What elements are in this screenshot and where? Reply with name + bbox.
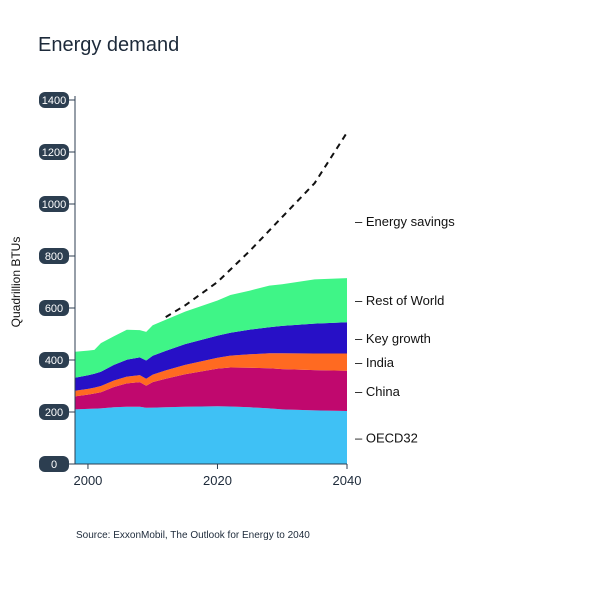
y-tick-badge — [39, 196, 69, 212]
y-tick-badge — [39, 144, 69, 160]
legend-key-growth: – Key growth — [355, 331, 431, 346]
x-tick-label-2020: 2020 — [203, 473, 232, 488]
y-tick-1200: 1200 — [39, 144, 75, 160]
legend-rest-of-world: – Rest of World — [355, 293, 444, 308]
chart-title: Energy demand — [38, 34, 180, 56]
y-tick-label: 1200 — [42, 147, 66, 159]
legend-energy-savings: – Energy savings — [355, 214, 455, 229]
y-tick-label: 200 — [45, 407, 63, 419]
y-tick-200: 200 — [39, 404, 75, 420]
source-note: Source: ExxonMobil, The Outlook for Ener… — [76, 530, 310, 541]
stacked-areas — [75, 278, 347, 464]
y-tick-400: 400 — [39, 352, 75, 368]
y-tick-badge — [39, 352, 69, 368]
y-tick-badge — [39, 404, 69, 420]
y-tick-1400: 1400 — [39, 92, 75, 108]
legend-oecd32: – OECD32 — [355, 430, 418, 445]
y-tick-800: 800 — [39, 248, 75, 264]
y-tick-label: 600 — [45, 303, 63, 315]
area-oecd32 — [75, 406, 347, 464]
y-axis-title: Quadrillion BTUs — [9, 237, 23, 328]
y-tick-badge — [39, 248, 69, 264]
x-tick-label-2000: 2000 — [73, 473, 102, 488]
axes: 0 200 400 600 800 1000 1200 1400 2000 2020 2040 Qua… — [9, 92, 361, 488]
x-tick-label-2040: 2040 — [333, 473, 362, 488]
y-tick-badge — [39, 456, 69, 472]
area-rest-of-world — [75, 278, 347, 378]
y-tick-label: 1000 — [42, 199, 66, 211]
y-tick-1000: 1000 — [39, 196, 75, 212]
y-tick-label: 1400 — [42, 95, 66, 107]
energy-savings-line — [165, 131, 348, 318]
area-india — [75, 353, 347, 397]
y-tick-0: 0 — [39, 456, 75, 472]
y-tick-badge — [39, 92, 69, 108]
legend-india: – India — [355, 355, 395, 370]
y-tick-label: 800 — [45, 251, 63, 263]
y-tick-badge — [39, 300, 69, 316]
legend-china: – China — [355, 384, 401, 399]
area-china — [75, 367, 347, 411]
energy-savings-overlay — [165, 131, 348, 318]
area-key-growth — [75, 322, 347, 391]
y-tick-label: 400 — [45, 355, 63, 367]
series-labels: – OECD32 – China – India – Key growth – Rest… — [355, 214, 455, 446]
y-tick-label: 0 — [51, 459, 57, 471]
y-tick-600: 600 — [39, 300, 75, 316]
